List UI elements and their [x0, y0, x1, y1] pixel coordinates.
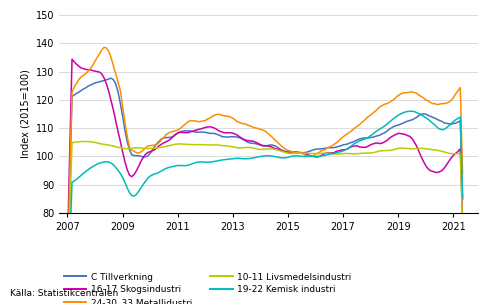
Legend: C Tillverkning, 16-17 Skogsindustri, 24-30_33 Metallidustri, 10-11 Livsmedelsind: C Tillverkning, 16-17 Skogsindustri, 24-… — [64, 273, 352, 304]
Text: Källa: Statistikcentralen: Källa: Statistikcentralen — [10, 289, 118, 298]
Y-axis label: Index (2015=100): Index (2015=100) — [20, 70, 30, 158]
